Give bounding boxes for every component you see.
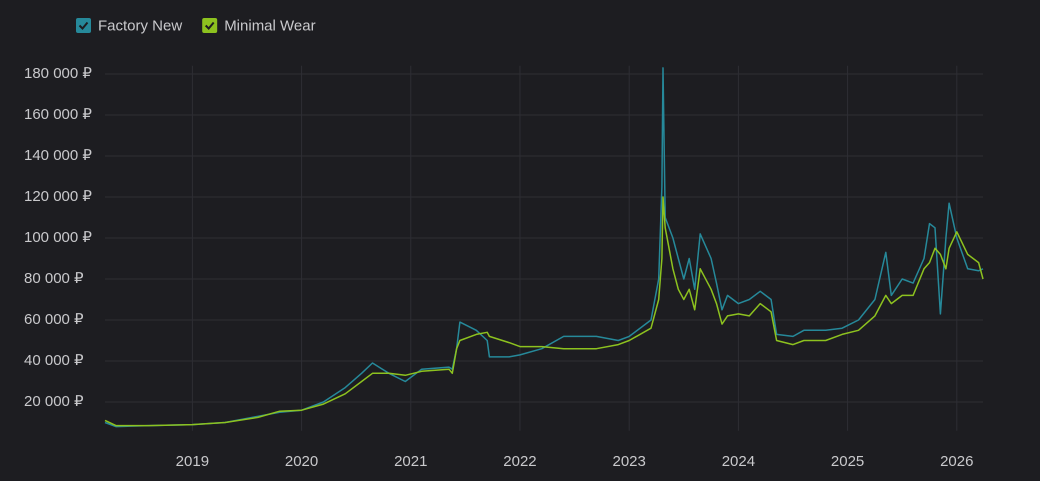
x-tick-label: 2025: [831, 453, 864, 470]
legend-item[interactable]: Minimal Wear: [202, 17, 316, 34]
y-tick-label: 40 000 ₽: [24, 352, 84, 369]
legend-checkbox[interactable]: [202, 18, 218, 33]
legend-label: Factory New: [98, 17, 182, 34]
y-tick-label: 20 000 ₽: [24, 393, 84, 410]
x-tick-label: 2024: [722, 453, 755, 470]
x-tick-label: 2019: [176, 453, 209, 470]
y-tick-label: 120 000 ₽: [24, 188, 92, 205]
y-tick-label: 80 000 ₽: [24, 270, 84, 287]
y-tick-label: 140 000 ₽: [24, 147, 92, 164]
check-mark: [204, 21, 215, 30]
x-tick-label: 2023: [612, 453, 645, 470]
y-tick-label: 100 000 ₽: [24, 229, 92, 246]
legend-item[interactable]: Factory New: [76, 17, 182, 34]
x-tick-label: 2021: [394, 453, 427, 470]
y-tick-label: 180 000 ₽: [24, 65, 92, 82]
x-tick-label: 2022: [503, 453, 536, 470]
legend-checkbox[interactable]: [76, 18, 91, 33]
x-tick-label: 2026: [940, 453, 973, 470]
series-line: [104, 196, 984, 427]
check-mark: [78, 21, 89, 30]
x-tick-label: 2020: [285, 453, 318, 470]
y-tick-label: 160 000 ₽: [24, 106, 92, 123]
y-tick-label: 60 000 ₽: [24, 311, 84, 328]
series-line: [104, 67, 984, 428]
legend-label: Minimal Wear: [224, 17, 315, 34]
